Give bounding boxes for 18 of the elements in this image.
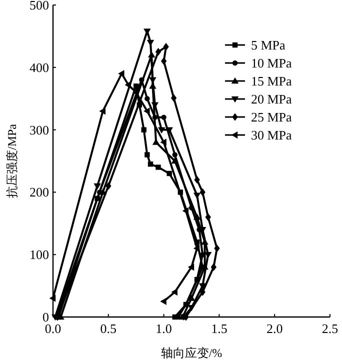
y-tick-label: 100	[30, 247, 49, 262]
y-tick-label: 400	[30, 60, 49, 75]
legend-label: 10 MPa	[251, 56, 292, 70]
legend-label: 20 MPa	[251, 92, 292, 106]
legend-label: 30 MPa	[251, 128, 292, 142]
y-axis-title: 抗压强度/MPa	[5, 123, 19, 198]
x-tick-label: 0.5	[100, 321, 117, 336]
x-tick-label: 2.0	[266, 321, 283, 336]
x-tick-label: 1.0	[156, 321, 172, 336]
y-tick-label: 500	[30, 0, 49, 12]
x-tick-label: 2.5	[322, 321, 338, 336]
legend-label: 5 MPa	[251, 38, 286, 52]
legend-label: 15 MPa	[251, 74, 292, 88]
legend-label: 25 MPa	[251, 110, 292, 124]
y-tick-label: 200	[30, 184, 49, 200]
y-tick-label: 300	[30, 122, 49, 138]
x-tick-label: 1.5	[211, 321, 228, 336]
x-axis-title: 轴向应变/%	[160, 346, 222, 360]
